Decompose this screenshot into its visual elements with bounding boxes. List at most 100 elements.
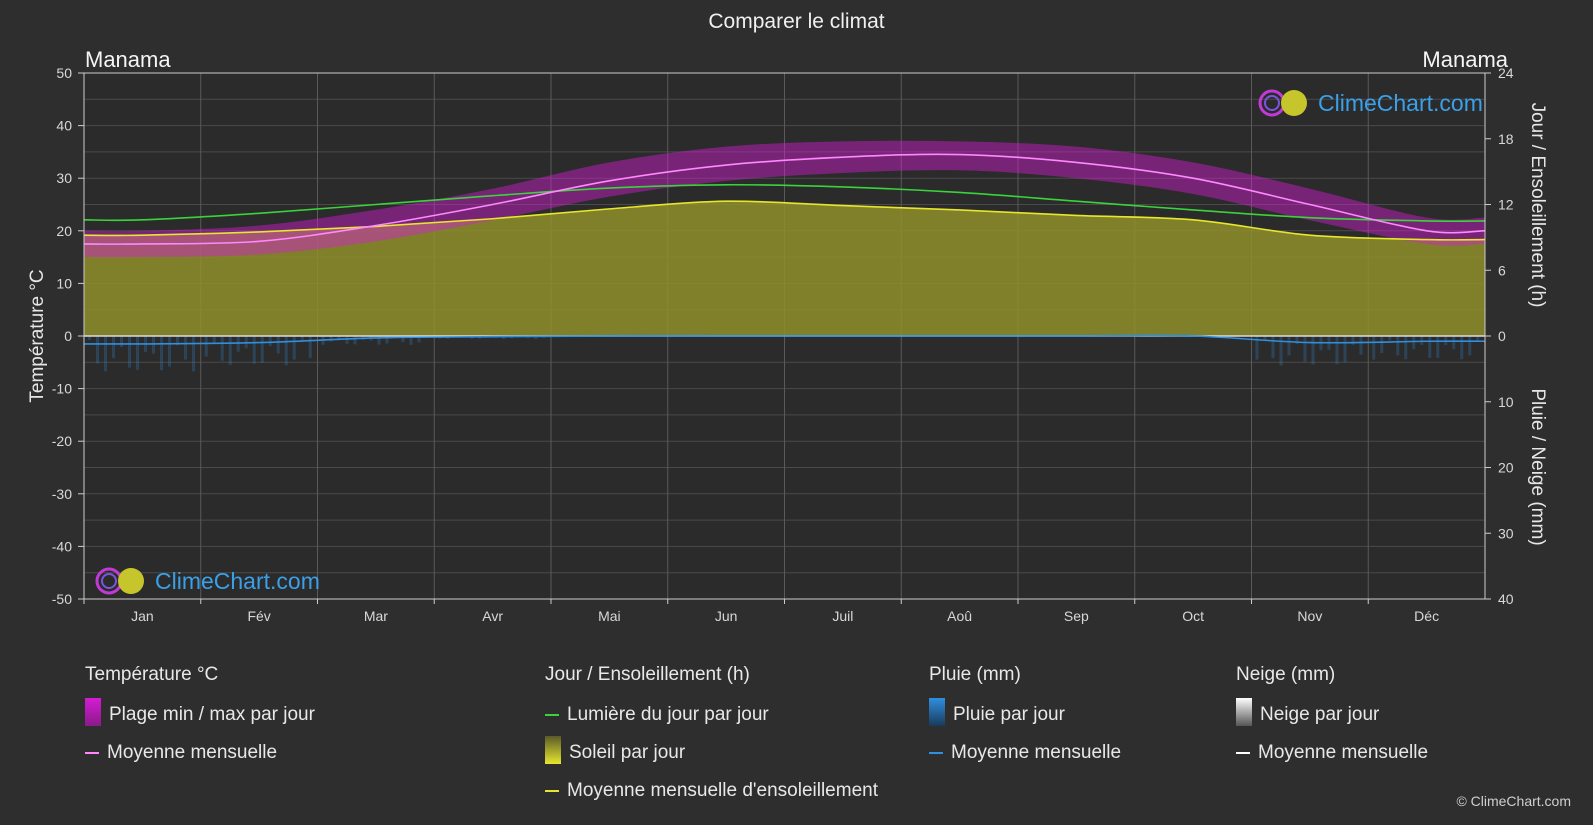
- rain-bar: [1404, 336, 1408, 360]
- rain-bar: [292, 336, 296, 360]
- rain-bar: [417, 336, 421, 343]
- rain-bar: [260, 336, 264, 363]
- legend-item: Soleil par jour: [545, 736, 878, 764]
- rain-bar: [534, 336, 538, 339]
- temp-mean-line: [83, 153, 1486, 245]
- rain-bar: [192, 336, 195, 372]
- logo-text: ClimeChart.com: [1318, 89, 1483, 116]
- y-right-hours-tick-label: 12: [1498, 197, 1514, 213]
- rain-bar: [1359, 336, 1363, 355]
- y-left-tick-label: 40: [56, 118, 72, 134]
- y-left-tick-label: -30: [52, 486, 72, 502]
- rain-bar: [136, 336, 139, 370]
- legend-label: Moyenne mensuelle: [951, 742, 1122, 763]
- rain-bar: [1412, 336, 1416, 350]
- legend-label: Lumière du jour par jour: [567, 704, 769, 725]
- legend-rain: Pluie (mm) Pluie par jour Moyenne mensue…: [929, 664, 1121, 780]
- rain-bar: [236, 336, 240, 352]
- x-tick-label: Aoû: [947, 608, 972, 624]
- y-left-tick-label: -20: [52, 433, 72, 449]
- y-left-tick-label: 0: [64, 328, 72, 344]
- legend-label: Plage min / max par jour: [109, 704, 315, 725]
- rain-bar: [1335, 336, 1339, 365]
- y-left-tick-label: -40: [52, 538, 72, 554]
- legend-header: Neige (mm): [1236, 664, 1336, 685]
- rain-swatch-icon: [929, 698, 945, 726]
- rain-bar: [1287, 336, 1291, 356]
- legend-temperature: Température °C Plage min / max par jour …: [85, 664, 315, 780]
- y-right-precip-tick-label: 20: [1498, 460, 1514, 476]
- x-tick-label: Fév: [247, 608, 270, 624]
- sun-swatch-icon: [545, 736, 561, 764]
- x-tick-label: Mai: [598, 608, 621, 624]
- y-left-tick-label: 30: [56, 170, 72, 186]
- y-right-precip-axis-title: Pluie / Neige (mm): [1527, 388, 1548, 545]
- legend-label: Pluie par jour: [953, 704, 1065, 725]
- rain-bar: [212, 336, 216, 343]
- rain-bar: [329, 336, 333, 342]
- logo-text: ClimeChart.com: [155, 567, 320, 594]
- line-swatch-icon: [545, 714, 559, 716]
- rain-bar: [88, 336, 91, 340]
- rain-bar: [220, 336, 224, 361]
- legend-item: Plage min / max par jour: [85, 698, 315, 726]
- x-tick-label: Nov: [1297, 608, 1322, 624]
- logo-icon: [95, 567, 144, 595]
- rain-bar: [1351, 336, 1355, 345]
- rain-bar: [1295, 336, 1299, 345]
- y-right-precip-tick-label: 10: [1498, 394, 1514, 410]
- y-left-tick-label: 50: [56, 65, 72, 81]
- legend-item: Moyenne mensuelle: [1236, 742, 1428, 764]
- x-tick-label: Jun: [715, 608, 738, 624]
- rain-bar: [176, 336, 179, 346]
- x-tick-label: Oct: [1182, 608, 1204, 624]
- rain-bar: [184, 336, 187, 360]
- y-right-hours-tick-label: 24: [1498, 65, 1514, 81]
- legend-label: Soleil par jour: [569, 742, 686, 763]
- legend-header: Pluie (mm): [929, 664, 1021, 685]
- x-tick-label: Sep: [1064, 608, 1089, 624]
- location-left: Manama: [85, 47, 171, 72]
- rain-bar: [284, 336, 288, 366]
- logo-bottom[interactable]: ClimeChart.com: [95, 566, 320, 596]
- logo-top[interactable]: ClimeChart.com: [1258, 88, 1483, 118]
- sunshine-area: [84, 201, 1485, 336]
- rain-bar: [1428, 336, 1432, 358]
- y-left-axis-title: Température °C: [27, 269, 48, 402]
- rain-mean-line: [83, 334, 1486, 345]
- rain-bar: [112, 336, 115, 359]
- legend-label: Moyenne mensuelle: [1258, 742, 1429, 763]
- y-right-precip-tick-label: 30: [1498, 525, 1514, 541]
- rain-bar: [104, 336, 107, 372]
- legend-item: Neige par jour: [1236, 698, 1428, 726]
- chart-title: Comparer le climat: [708, 10, 885, 33]
- rain-bar: [385, 336, 389, 344]
- rain-bar: [1255, 336, 1259, 360]
- rain-bar: [1343, 336, 1347, 363]
- y-left-tick-label: 10: [56, 275, 72, 291]
- climate-chart: 50 40 30 20 10 0 -10 -20 -30 -40 -50 24 18 12 6 0 10 20 30…: [27, 65, 1548, 624]
- location-right: Manama: [1422, 47, 1508, 72]
- x-tick-label: Juil: [832, 608, 853, 624]
- y-left-tick-label: 20: [56, 223, 72, 239]
- range-swatch-icon: [85, 698, 101, 726]
- rain-bar: [120, 336, 123, 347]
- line-swatch-icon: [545, 790, 559, 792]
- x-tick-label: Mar: [364, 608, 388, 624]
- snow-swatch-icon: [1236, 698, 1252, 726]
- legend-item: Moyenne mensuelle d'ensoleillement: [545, 780, 878, 802]
- rain-bar: [300, 336, 304, 341]
- rain-bar: [401, 336, 405, 343]
- line-swatch-icon: [1236, 752, 1250, 754]
- sunshine-mean-line: [83, 200, 1486, 241]
- copyright: © ClimeChart.com: [1456, 793, 1571, 809]
- legend-item: Moyenne mensuelle: [85, 742, 315, 764]
- y-right-precip-tick-label: 40: [1498, 591, 1514, 607]
- legend-item: Lumière du jour par jour: [545, 704, 878, 726]
- line-swatch-icon: [929, 752, 943, 754]
- rain-bar: [1372, 336, 1376, 360]
- y-left-tick-label: -50: [52, 591, 72, 607]
- line-swatch-icon: [85, 752, 99, 754]
- legend-label: Neige par jour: [1260, 704, 1380, 725]
- y-right-hours-tick-label: 6: [1498, 262, 1506, 278]
